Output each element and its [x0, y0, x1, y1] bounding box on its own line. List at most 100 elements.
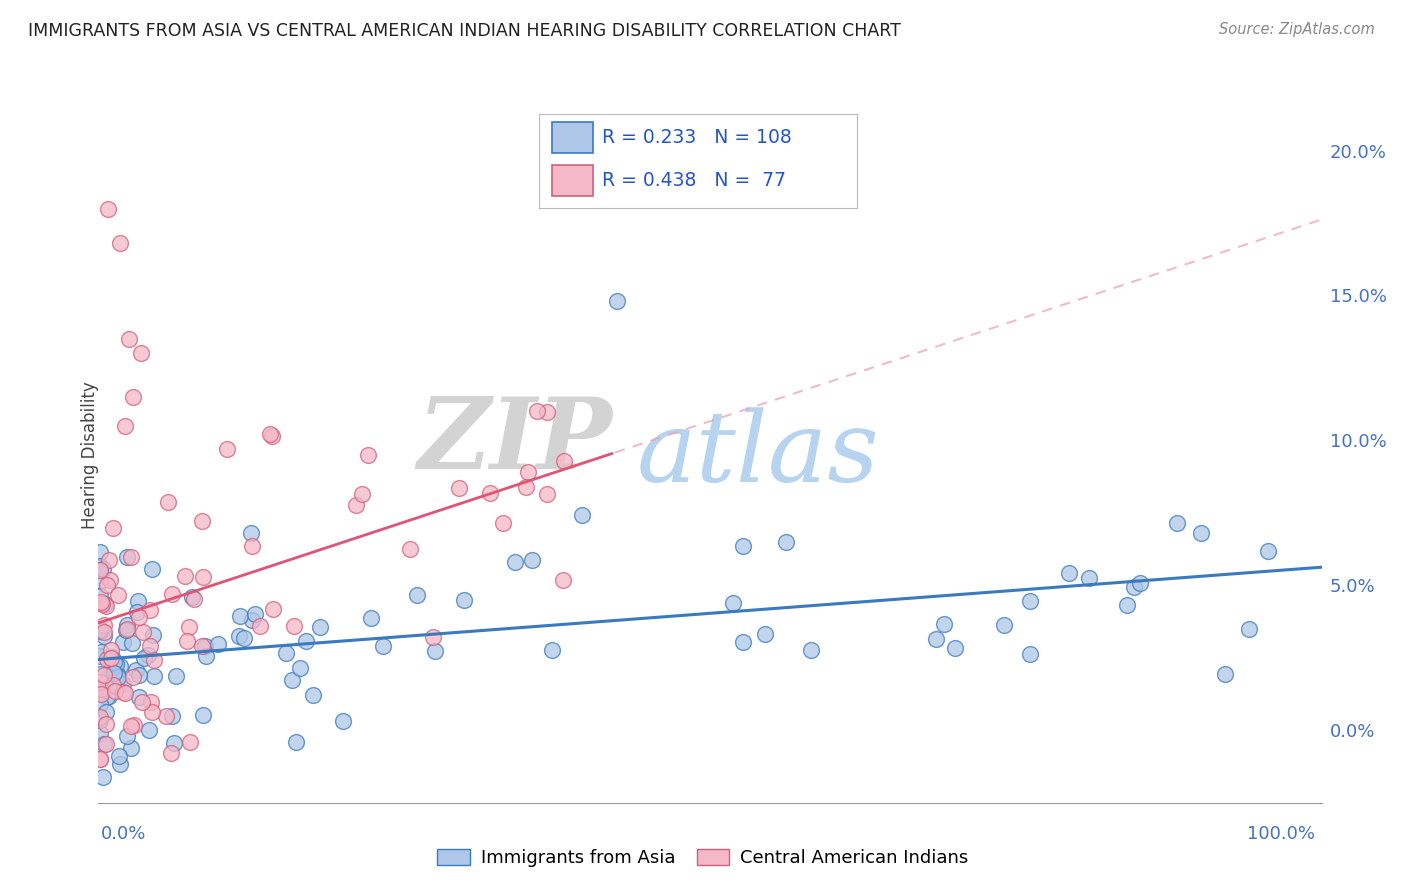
Point	[160, 708, 183, 723]
Point	[1213, 667, 1236, 681]
Point	[517, 465, 540, 479]
Point	[274, 646, 297, 660]
Point	[121, 390, 143, 404]
Point	[100, 650, 122, 665]
Point	[1257, 544, 1279, 558]
Text: atlas: atlas	[637, 408, 879, 502]
Point	[360, 611, 382, 625]
Point	[993, 618, 1015, 632]
Point	[492, 516, 515, 531]
Point	[332, 714, 354, 728]
Point	[284, 734, 307, 748]
Text: IMMIGRANTS FROM ASIA VS CENTRAL AMERICAN INDIAN HEARING DISABILITY CORRELATION C: IMMIGRANTS FROM ASIA VS CENTRAL AMERICAN…	[28, 22, 901, 40]
Point	[104, 683, 127, 698]
Point	[120, 550, 142, 565]
Point	[156, 495, 179, 509]
Point	[89, 726, 111, 740]
Point	[229, 608, 252, 623]
Point	[136, 648, 159, 662]
Point	[505, 555, 527, 569]
Point	[98, 689, 121, 703]
Point	[191, 570, 214, 584]
Point	[89, 623, 111, 637]
Point	[1018, 594, 1040, 608]
Point	[301, 688, 323, 702]
Point	[89, 624, 111, 639]
Point	[94, 674, 117, 689]
Point	[453, 593, 475, 607]
Point	[89, 675, 111, 690]
Point	[183, 592, 205, 607]
Point	[934, 616, 956, 631]
Point	[114, 419, 136, 434]
Point	[100, 663, 122, 677]
Point	[103, 665, 125, 680]
Text: 100.0%: 100.0%	[1247, 825, 1315, 843]
Point	[309, 620, 332, 634]
Point	[249, 619, 271, 633]
Point	[94, 705, 117, 719]
Text: 0.0%: 0.0%	[101, 825, 146, 843]
Point	[240, 539, 263, 553]
Point	[100, 573, 122, 587]
Point	[111, 685, 134, 699]
Point	[97, 202, 120, 216]
Point	[536, 486, 558, 500]
Point	[105, 657, 128, 671]
Point	[110, 236, 132, 251]
Point	[89, 713, 111, 727]
Point	[240, 613, 263, 627]
Point	[100, 643, 122, 657]
Point	[103, 655, 125, 669]
Point	[423, 643, 446, 657]
Point	[89, 563, 111, 577]
Point	[121, 636, 143, 650]
Point	[90, 681, 112, 696]
Point	[115, 618, 138, 632]
Point	[129, 346, 152, 360]
Point	[125, 663, 148, 677]
Point	[90, 645, 112, 659]
Point	[89, 752, 111, 766]
Point	[89, 563, 111, 577]
Point	[180, 590, 202, 604]
Point	[179, 735, 201, 749]
Point	[115, 622, 138, 636]
Point	[526, 403, 548, 417]
Point	[94, 717, 117, 731]
Point	[371, 639, 394, 653]
Point	[1018, 648, 1040, 662]
Point	[207, 636, 229, 650]
Point	[243, 607, 266, 622]
Point	[107, 670, 129, 684]
Point	[165, 668, 187, 682]
Point	[925, 632, 948, 646]
Point	[195, 649, 218, 664]
Point	[131, 695, 153, 709]
Point	[122, 670, 145, 684]
Point	[398, 541, 420, 556]
Point	[142, 653, 165, 667]
Point	[89, 622, 111, 636]
Point	[1129, 576, 1152, 591]
Point	[522, 553, 544, 567]
Point	[101, 659, 124, 673]
Point	[138, 723, 160, 737]
Point	[132, 624, 155, 639]
Point	[89, 667, 111, 681]
Point	[775, 535, 797, 549]
Point	[105, 667, 128, 681]
Point	[120, 740, 142, 755]
Point	[112, 635, 135, 649]
Point	[405, 588, 427, 602]
Point	[128, 610, 150, 624]
Point	[239, 525, 262, 540]
Point	[142, 628, 165, 642]
Point	[422, 630, 444, 644]
Point	[262, 602, 284, 616]
Point	[754, 627, 776, 641]
Point	[515, 479, 537, 493]
Text: ZIP: ZIP	[418, 392, 612, 489]
Point	[100, 651, 122, 665]
Point	[163, 736, 186, 750]
